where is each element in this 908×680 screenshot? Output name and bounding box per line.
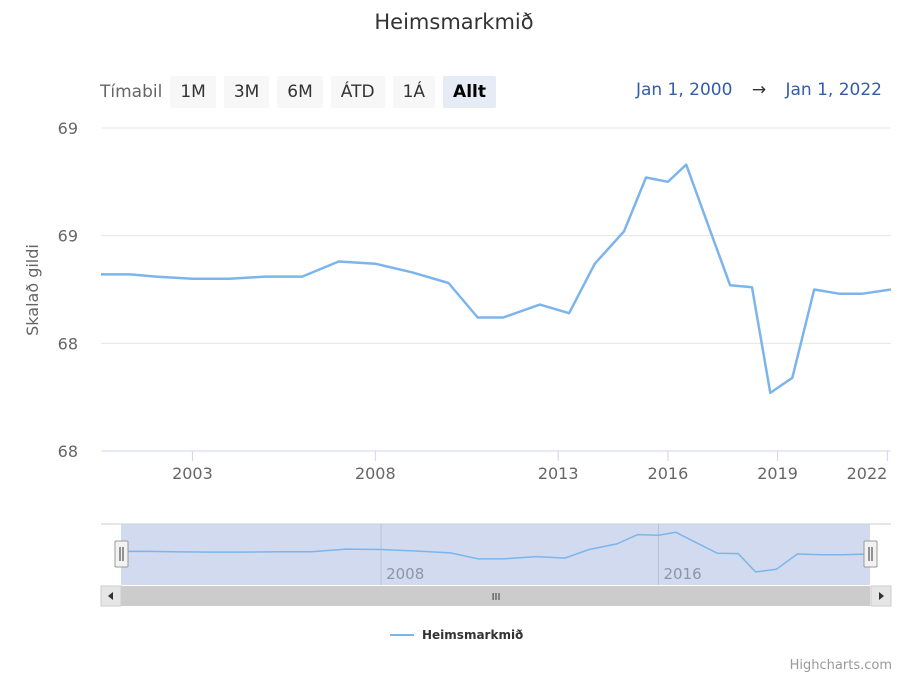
y-tick-label: 68 [58,442,78,461]
navigator-series-line [121,531,871,573]
scrollbar-left-button[interactable] [100,585,122,607]
navigator-selected-range[interactable] [121,524,870,585]
scrollbar-thumb[interactable] [121,586,870,606]
range-selector-label: Tímabil [100,82,163,102]
range-button-3m[interactable]: 3M [223,76,270,108]
navigator-handle-left[interactable] [114,540,129,568]
range-button-all[interactable]: Allt [443,76,496,108]
y-tick-label: 69 [58,227,78,246]
date-arrow: → [751,80,767,100]
arrow-right-icon [879,592,884,600]
credits-link[interactable]: Highcharts.com [789,658,892,673]
date-to-input[interactable]: Jan 1, 2022 [785,80,883,100]
grid-lines [101,127,891,452]
range-button-1m[interactable]: 1M [170,76,216,108]
navigator-tick-label: 2016 [663,565,701,583]
range-selector: Tímabil 1M 3M 6M ÁTD 1Á Allt [100,75,504,109]
legend-label: Heimsmarkmið [422,628,524,642]
y-axis-title: Skalað gildi [23,244,42,336]
x-tick-label: 2019 [757,464,798,483]
range-button-6m[interactable]: 6M [277,76,323,108]
x-tick-label: 2013 [538,464,579,483]
scrollbar-right-button[interactable] [870,585,892,607]
navigator-handle-right[interactable] [863,540,878,568]
x-tick-label: 2003 [172,464,213,483]
range-button-1y[interactable]: 1Á [392,76,436,108]
y-axis-tick-labels: 69 69 68 68 [58,119,78,461]
legend-item-heimsmarkmid[interactable]: Heimsmarkmið [390,628,523,642]
scrollbar-grip: III [492,592,501,603]
y-tick-label: 69 [58,119,78,138]
arrow-left-icon [108,592,113,600]
chart-title: Heimsmarkmið [374,10,534,34]
navigator: 2008 2016 III [100,523,892,607]
x-tick-label: 2008 [355,464,396,483]
y-tick-label: 68 [58,334,78,353]
date-from-input[interactable]: Jan 1, 2000 [635,80,733,100]
x-tick-label: 2016 [648,464,689,483]
navigator-tick-label: 2008 [386,565,424,583]
x-tick-label: 2022 [847,464,888,483]
range-button-ytd[interactable]: ÁTD [330,76,385,108]
legend-swatch [390,634,414,636]
x-axis-ticks: 2003 2008 2013 2016 2019 2022 [172,451,888,483]
series-line-heimsmarkmid[interactable] [101,163,892,395]
date-range-inputs: Jan 1, 2000 → Jan 1, 2022 [636,80,882,100]
navigator-ticks: 2008 2016 [380,524,702,585]
